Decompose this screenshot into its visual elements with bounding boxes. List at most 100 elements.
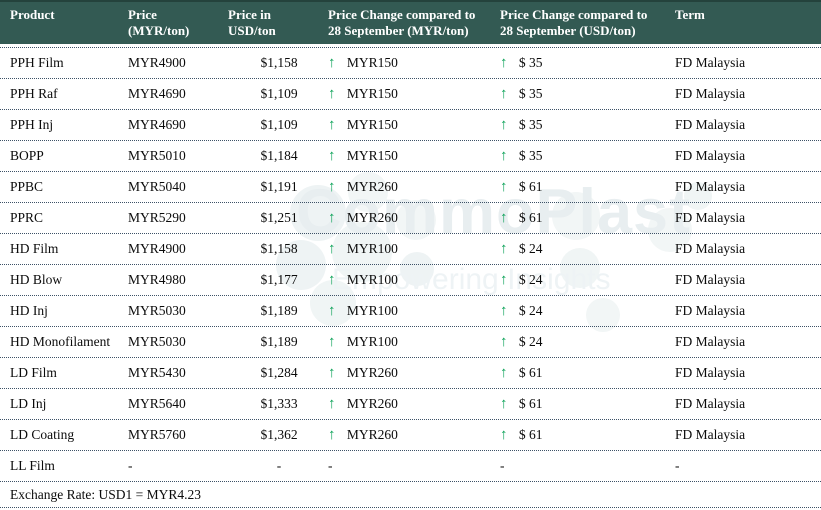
price-usd-cell: $1,158	[260, 241, 298, 256]
change-myr-value: MYR260	[346, 178, 398, 194]
exchange-rate-row: Exchange Rate: USD1 = MYR4.23	[0, 482, 821, 508]
price-myr-cell: MYR5760	[128, 427, 186, 442]
term-cell: FD Malaysia	[675, 365, 746, 380]
change-myr-cell: ↑ MYR260	[318, 427, 490, 444]
up-arrow-icon: ↑	[328, 364, 336, 381]
price-usd-cell: $1,158	[260, 55, 298, 70]
table-row: HD Blow MYR4980 $1,177 ↑ MYR100 ↑ $ 24 F…	[0, 265, 821, 296]
product-cell: PPRC	[10, 210, 44, 225]
term-cell: FD Malaysia	[675, 148, 746, 163]
change-myr-cell: ↑ MYR260	[318, 396, 490, 413]
table-row: PPRC MYR5290 $1,251 ↑ MYR260 ↑ $ 61 FD M…	[0, 203, 821, 234]
change-myr-value: MYR150	[346, 147, 398, 163]
change-usd-cell: ↑ $ 35	[490, 86, 665, 103]
term-cell: FD Malaysia	[675, 117, 746, 132]
product-cell: PPH Film	[10, 55, 64, 70]
change-usd-value: $ 61	[518, 395, 543, 411]
product-cell: HD Monofilament	[10, 334, 111, 349]
change-myr-value: MYR260	[346, 426, 398, 442]
table-row: HD Inj MYR5030 $1,189 ↑ MYR100 ↑ $ 24 FD…	[0, 296, 821, 327]
change-myr-cell: ↑ MYR150	[318, 86, 490, 103]
up-arrow-icon: ↑	[500, 395, 508, 412]
term-cell: FD Malaysia	[675, 272, 746, 287]
change-myr-cell: ↑ MYR260	[318, 179, 490, 196]
change-usd-cell: ↑ $ 24	[490, 272, 665, 289]
up-arrow-icon: ↑	[328, 178, 336, 195]
table-row: HD Film MYR4900 $1,158 ↑ MYR100 ↑ $ 24 F…	[0, 234, 821, 265]
term-cell: FD Malaysia	[675, 334, 746, 349]
up-arrow-icon: ↑	[500, 85, 508, 102]
change-myr-cell: ↑ MYR150	[318, 117, 490, 134]
table-row: BOPP MYR5010 $1,184 ↑ MYR150 ↑ $ 35 FD M…	[0, 141, 821, 172]
change-usd-cell: ↑ $ 35	[490, 148, 665, 165]
change-usd-cell: ↑ -	[490, 458, 665, 474]
table-row: LD Inj MYR5640 $1,333 ↑ MYR260 ↑ $ 61 FD…	[0, 389, 821, 420]
change-usd-cell: ↑ $ 24	[490, 334, 665, 351]
change-usd-cell: ↑ $ 35	[490, 55, 665, 72]
change-myr-value: MYR100	[346, 333, 398, 349]
change-myr-cell: ↑ MYR100	[318, 272, 490, 289]
change-myr-value: MYR100	[346, 271, 398, 287]
term-cell: FD Malaysia	[675, 179, 746, 194]
price-usd-cell: $1,362	[260, 427, 298, 442]
price-myr-cell: MYR4690	[128, 117, 186, 132]
up-arrow-icon: ↑	[500, 178, 508, 195]
change-myr-value: MYR150	[346, 85, 398, 101]
price-myr-cell: -	[128, 458, 133, 473]
table-body: PPH Film MYR4900 $1,158 ↑ MYR150 ↑ $ 35 …	[0, 48, 821, 482]
up-arrow-icon: ↑	[328, 426, 336, 443]
change-myr-value: MYR100	[346, 302, 398, 318]
change-usd-value: $ 35	[518, 54, 543, 70]
table-row: LD Film MYR5430 $1,284 ↑ MYR260 ↑ $ 61 F…	[0, 358, 821, 389]
change-myr-cell: ↑ MYR260	[318, 210, 490, 227]
product-cell: LD Inj	[10, 396, 47, 411]
price-myr-cell: MYR5030	[128, 334, 186, 349]
up-arrow-icon: ↑	[500, 116, 508, 133]
price-usd-cell: $1,189	[260, 303, 298, 318]
price-usd-cell: -	[276, 458, 282, 473]
column-header-term: Term	[675, 7, 705, 22]
change-usd-cell: ↑ $ 61	[490, 210, 665, 227]
change-myr-cell: ↑ MYR100	[318, 241, 490, 258]
column-header-price-myr: Price (MYR/ton)	[128, 7, 190, 38]
change-myr-cell: ↑ -	[318, 458, 490, 474]
change-usd-value: $ 24	[518, 240, 543, 256]
up-arrow-icon: ↑	[328, 271, 336, 288]
up-arrow-icon: ↑	[500, 147, 508, 164]
term-cell: FD Malaysia	[675, 55, 746, 70]
column-header-product: Product	[10, 7, 55, 22]
table-row: PPBC MYR5040 $1,191 ↑ MYR260 ↑ $ 61 FD M…	[0, 172, 821, 203]
product-cell: BOPP	[10, 148, 44, 163]
up-arrow-icon: ↑	[328, 302, 336, 319]
change-usd-cell: ↑ $ 61	[490, 396, 665, 413]
price-usd-cell: $1,184	[260, 148, 298, 163]
up-arrow-icon: ↑	[500, 364, 508, 381]
change-usd-cell: ↑ $ 35	[490, 117, 665, 134]
price-myr-cell: MYR5290	[128, 210, 186, 225]
up-arrow-icon: ↑	[500, 333, 508, 350]
change-myr-cell: ↑ MYR150	[318, 148, 490, 165]
up-arrow-icon: ↑	[328, 240, 336, 257]
price-myr-cell: MYR4690	[128, 86, 186, 101]
change-usd-cell: ↑ $ 24	[490, 241, 665, 258]
table-header: Product Price (MYR/ton) Price in USD/ton…	[0, 0, 821, 44]
change-myr-value: MYR260	[346, 395, 398, 411]
product-cell: LD Coating	[10, 427, 75, 442]
change-usd-value: $ 61	[518, 426, 543, 442]
up-arrow-icon: ↑	[328, 209, 336, 226]
term-cell: FD Malaysia	[675, 396, 746, 411]
product-cell: LD Film	[10, 365, 57, 380]
product-cell: PPH Raf	[10, 86, 58, 101]
term-cell: -	[675, 458, 680, 473]
price-myr-cell: MYR5010	[128, 148, 186, 163]
change-myr-cell: ↑ MYR100	[318, 303, 490, 320]
price-usd-cell: $1,109	[260, 117, 298, 132]
up-arrow-icon: ↑	[328, 85, 336, 102]
up-arrow-icon: ↑	[328, 395, 336, 412]
table-row: LL Film - - ↑ - ↑ - -	[0, 451, 821, 482]
change-usd-cell: ↑ $ 61	[490, 179, 665, 196]
table-row: PPH Inj MYR4690 $1,109 ↑ MYR150 ↑ $ 35 F…	[0, 110, 821, 141]
product-cell: HD Blow	[10, 272, 63, 287]
table-row: PPH Raf MYR4690 $1,109 ↑ MYR150 ↑ $ 35 F…	[0, 79, 821, 110]
